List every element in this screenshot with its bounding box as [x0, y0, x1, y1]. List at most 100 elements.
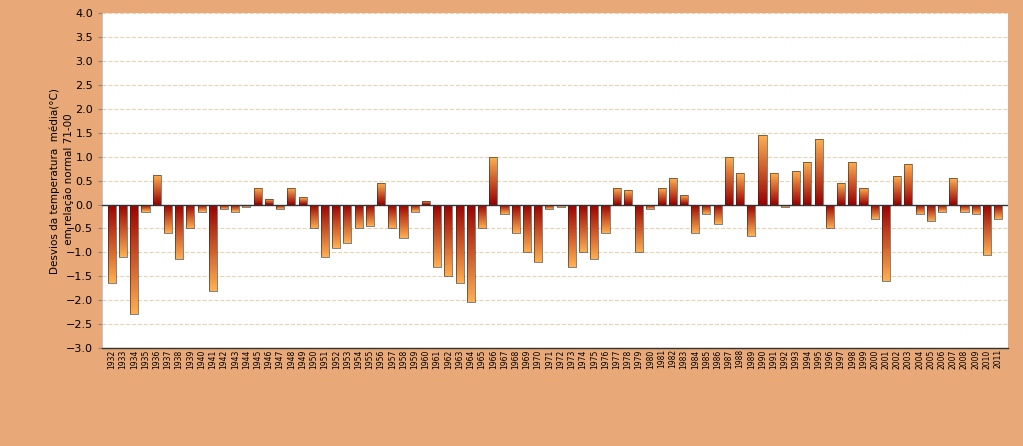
Bar — [758, 150, 766, 151]
Bar — [175, 216, 183, 217]
Bar — [758, 149, 766, 150]
Bar — [433, 254, 441, 255]
Bar — [568, 258, 576, 259]
Bar — [568, 208, 576, 209]
Bar — [489, 163, 497, 164]
Bar — [344, 221, 352, 222]
Bar — [882, 278, 890, 279]
Bar — [814, 140, 822, 141]
Bar — [590, 214, 598, 215]
Bar — [523, 219, 531, 220]
Bar — [119, 250, 127, 251]
Bar — [209, 270, 217, 271]
Bar — [209, 235, 217, 237]
Bar — [725, 200, 732, 201]
Bar — [444, 268, 452, 269]
Bar — [455, 255, 463, 256]
Bar — [466, 284, 475, 285]
Bar — [455, 232, 463, 233]
Bar — [332, 213, 341, 214]
Bar — [904, 174, 913, 175]
Bar — [119, 235, 127, 236]
Bar — [455, 228, 463, 229]
Bar — [455, 249, 463, 250]
Bar — [444, 224, 452, 225]
Bar — [242, 205, 251, 207]
Bar — [332, 232, 341, 233]
Bar — [444, 273, 452, 274]
Bar — [814, 194, 822, 195]
Bar — [287, 188, 296, 205]
Bar — [444, 245, 452, 246]
Bar — [534, 219, 542, 220]
Bar — [590, 218, 598, 219]
Bar — [455, 221, 463, 222]
Bar — [534, 225, 542, 226]
Bar — [119, 233, 127, 234]
Bar — [534, 257, 542, 258]
Bar — [321, 238, 329, 239]
Bar — [130, 302, 138, 303]
Bar — [107, 267, 116, 268]
Bar — [848, 188, 856, 189]
Bar — [209, 223, 217, 224]
Bar — [725, 163, 732, 164]
Bar — [523, 225, 531, 226]
Bar — [534, 205, 542, 262]
Bar — [568, 223, 576, 224]
Bar — [635, 211, 643, 212]
Bar — [433, 251, 441, 252]
Bar — [983, 210, 991, 211]
Bar — [758, 137, 766, 138]
Bar — [130, 305, 138, 306]
Bar — [590, 212, 598, 213]
Bar — [321, 231, 329, 232]
Bar — [489, 187, 497, 188]
Bar — [523, 239, 531, 240]
Bar — [568, 255, 576, 256]
Bar — [803, 167, 811, 168]
Bar — [814, 189, 822, 190]
Bar — [444, 275, 452, 276]
Bar — [635, 244, 643, 245]
Bar — [489, 203, 497, 204]
Bar — [344, 239, 352, 240]
Bar — [433, 236, 441, 237]
Bar — [882, 246, 890, 247]
Bar — [568, 206, 576, 207]
Bar — [209, 258, 217, 260]
Bar — [983, 247, 991, 248]
Bar — [466, 297, 475, 299]
Bar — [534, 214, 542, 215]
Bar — [983, 205, 991, 255]
Bar — [119, 227, 127, 228]
Bar — [904, 164, 913, 205]
Bar — [130, 312, 138, 313]
Bar — [433, 229, 441, 230]
Bar — [983, 214, 991, 215]
Bar — [568, 226, 576, 227]
Bar — [444, 272, 452, 273]
Bar — [455, 258, 463, 259]
Bar — [119, 244, 127, 245]
Bar — [321, 230, 329, 231]
Bar — [758, 148, 766, 149]
Bar — [489, 196, 497, 197]
Bar — [568, 214, 576, 215]
Bar — [175, 221, 183, 222]
Bar — [119, 238, 127, 239]
Bar — [332, 242, 341, 243]
Bar — [882, 214, 890, 215]
Bar — [107, 258, 116, 259]
Bar — [433, 232, 441, 233]
Bar — [882, 215, 890, 216]
Bar — [814, 160, 822, 161]
Bar — [433, 255, 441, 256]
Bar — [130, 297, 138, 298]
Bar — [321, 216, 329, 217]
Bar — [107, 273, 116, 274]
Bar — [444, 233, 452, 234]
Bar — [119, 256, 127, 257]
Bar — [758, 184, 766, 185]
Bar — [489, 176, 497, 177]
